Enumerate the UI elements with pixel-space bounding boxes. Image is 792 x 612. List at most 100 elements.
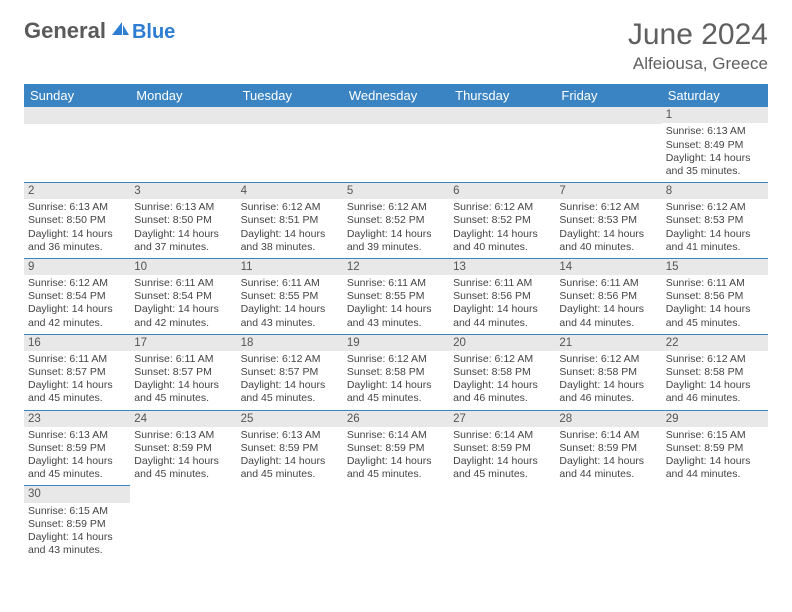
day-line: Daylight: 14 hours — [666, 152, 764, 165]
day-content: Sunrise: 6:11 AMSunset: 8:56 PMDaylight:… — [662, 275, 768, 334]
day-content: Sunrise: 6:11 AMSunset: 8:57 PMDaylight:… — [130, 351, 236, 410]
day-content: Sunrise: 6:12 AMSunset: 8:57 PMDaylight:… — [237, 351, 343, 410]
day-line: Sunset: 8:59 PM — [453, 442, 551, 455]
day-content: Sunrise: 6:11 AMSunset: 8:57 PMDaylight:… — [24, 351, 130, 410]
calendar-row: 2Sunrise: 6:13 AMSunset: 8:50 PMDaylight… — [24, 182, 768, 258]
weekday-header: Thursday — [449, 84, 555, 107]
day-line: Daylight: 14 hours — [134, 379, 232, 392]
day-line: and 44 minutes. — [559, 317, 657, 330]
day-line: Daylight: 14 hours — [134, 228, 232, 241]
calendar-cell: 7Sunrise: 6:12 AMSunset: 8:53 PMDaylight… — [555, 182, 661, 258]
day-content: Sunrise: 6:12 AMSunset: 8:58 PMDaylight:… — [449, 351, 555, 410]
day-line: Sunrise: 6:12 AM — [666, 353, 764, 366]
calendar-cell — [449, 107, 555, 182]
header: General Blue June 2024 Alfeiousa, Greece — [24, 18, 768, 74]
day-line: Daylight: 14 hours — [453, 228, 551, 241]
day-line: and 45 minutes. — [347, 468, 445, 481]
logo: General Blue — [24, 18, 175, 44]
calendar-cell — [237, 486, 343, 561]
day-line: Sunrise: 6:11 AM — [453, 277, 551, 290]
calendar-cell: 20Sunrise: 6:12 AMSunset: 8:58 PMDayligh… — [449, 334, 555, 410]
calendar-cell: 30Sunrise: 6:15 AMSunset: 8:59 PMDayligh… — [24, 486, 130, 561]
day-line: Daylight: 14 hours — [453, 379, 551, 392]
day-line: and 42 minutes. — [28, 317, 126, 330]
calendar-cell: 6Sunrise: 6:12 AMSunset: 8:52 PMDaylight… — [449, 182, 555, 258]
day-line: Sunset: 8:59 PM — [559, 442, 657, 455]
day-line: Daylight: 14 hours — [559, 455, 657, 468]
day-number: 17 — [130, 335, 236, 351]
day-number: 9 — [24, 259, 130, 275]
day-line: and 45 minutes. — [666, 317, 764, 330]
day-number: 18 — [237, 335, 343, 351]
day-line: Sunset: 8:56 PM — [666, 290, 764, 303]
day-line: Daylight: 14 hours — [347, 228, 445, 241]
day-line: and 45 minutes. — [28, 468, 126, 481]
day-number: 2 — [24, 183, 130, 199]
day-line: Daylight: 14 hours — [347, 455, 445, 468]
day-line: and 44 minutes. — [559, 468, 657, 481]
day-content: Sunrise: 6:11 AMSunset: 8:55 PMDaylight:… — [237, 275, 343, 334]
day-line: Sunset: 8:57 PM — [241, 366, 339, 379]
day-line: Sunset: 8:59 PM — [241, 442, 339, 455]
day-line: Sunrise: 6:12 AM — [241, 353, 339, 366]
day-line: Daylight: 14 hours — [28, 531, 126, 544]
calendar-cell: 23Sunrise: 6:13 AMSunset: 8:59 PMDayligh… — [24, 410, 130, 486]
day-line: Sunset: 8:59 PM — [28, 518, 126, 531]
day-line: Daylight: 14 hours — [241, 228, 339, 241]
day-line: Sunrise: 6:13 AM — [241, 429, 339, 442]
day-number: 12 — [343, 259, 449, 275]
weekday-header: Saturday — [662, 84, 768, 107]
day-number: 5 — [343, 183, 449, 199]
day-line: Sunrise: 6:11 AM — [666, 277, 764, 290]
day-number: 13 — [449, 259, 555, 275]
weekday-header-row: Sunday Monday Tuesday Wednesday Thursday… — [24, 84, 768, 107]
day-line: Sunrise: 6:13 AM — [28, 201, 126, 214]
day-line: Daylight: 14 hours — [347, 303, 445, 316]
day-number: 24 — [130, 411, 236, 427]
day-line: Sunset: 8:50 PM — [134, 214, 232, 227]
day-number: 15 — [662, 259, 768, 275]
calendar-cell: 21Sunrise: 6:12 AMSunset: 8:58 PMDayligh… — [555, 334, 661, 410]
day-line: Sunset: 8:57 PM — [134, 366, 232, 379]
day-line: Sunset: 8:49 PM — [666, 139, 764, 152]
day-line: Sunrise: 6:12 AM — [28, 277, 126, 290]
day-line: and 39 minutes. — [347, 241, 445, 254]
calendar-row: 23Sunrise: 6:13 AMSunset: 8:59 PMDayligh… — [24, 410, 768, 486]
day-content: Sunrise: 6:13 AMSunset: 8:49 PMDaylight:… — [662, 123, 768, 182]
day-line: Sunrise: 6:15 AM — [28, 505, 126, 518]
day-content: Sunrise: 6:15 AMSunset: 8:59 PMDaylight:… — [24, 503, 130, 562]
day-line: and 40 minutes. — [453, 241, 551, 254]
calendar-cell — [662, 486, 768, 561]
calendar-cell: 2Sunrise: 6:13 AMSunset: 8:50 PMDaylight… — [24, 182, 130, 258]
blank-daynum-bar — [237, 107, 343, 124]
day-number: 23 — [24, 411, 130, 427]
day-line: Daylight: 14 hours — [28, 455, 126, 468]
day-line: Daylight: 14 hours — [559, 379, 657, 392]
day-content: Sunrise: 6:14 AMSunset: 8:59 PMDaylight:… — [449, 427, 555, 486]
day-content: Sunrise: 6:12 AMSunset: 8:52 PMDaylight:… — [449, 199, 555, 258]
day-line: and 45 minutes. — [241, 392, 339, 405]
calendar-cell: 5Sunrise: 6:12 AMSunset: 8:52 PMDaylight… — [343, 182, 449, 258]
day-line: Daylight: 14 hours — [28, 303, 126, 316]
day-number: 22 — [662, 335, 768, 351]
day-line: Sunset: 8:58 PM — [453, 366, 551, 379]
day-line: Sunrise: 6:12 AM — [559, 201, 657, 214]
calendar-cell — [449, 486, 555, 561]
day-content: Sunrise: 6:12 AMSunset: 8:52 PMDaylight:… — [343, 199, 449, 258]
day-content: Sunrise: 6:13 AMSunset: 8:59 PMDaylight:… — [24, 427, 130, 486]
day-number: 3 — [130, 183, 236, 199]
calendar-cell: 11Sunrise: 6:11 AMSunset: 8:55 PMDayligh… — [237, 258, 343, 334]
day-line: Daylight: 14 hours — [28, 228, 126, 241]
day-line: Sunset: 8:52 PM — [453, 214, 551, 227]
day-content: Sunrise: 6:13 AMSunset: 8:59 PMDaylight:… — [237, 427, 343, 486]
day-number: 20 — [449, 335, 555, 351]
calendar-row: 16Sunrise: 6:11 AMSunset: 8:57 PMDayligh… — [24, 334, 768, 410]
day-line: Daylight: 14 hours — [453, 455, 551, 468]
day-line: and 35 minutes. — [666, 165, 764, 178]
day-line: Daylight: 14 hours — [241, 455, 339, 468]
day-content: Sunrise: 6:12 AMSunset: 8:54 PMDaylight:… — [24, 275, 130, 334]
calendar-cell: 8Sunrise: 6:12 AMSunset: 8:53 PMDaylight… — [662, 182, 768, 258]
calendar-cell: 16Sunrise: 6:11 AMSunset: 8:57 PMDayligh… — [24, 334, 130, 410]
blank-daynum-bar — [24, 107, 130, 124]
day-line: Sunrise: 6:15 AM — [666, 429, 764, 442]
